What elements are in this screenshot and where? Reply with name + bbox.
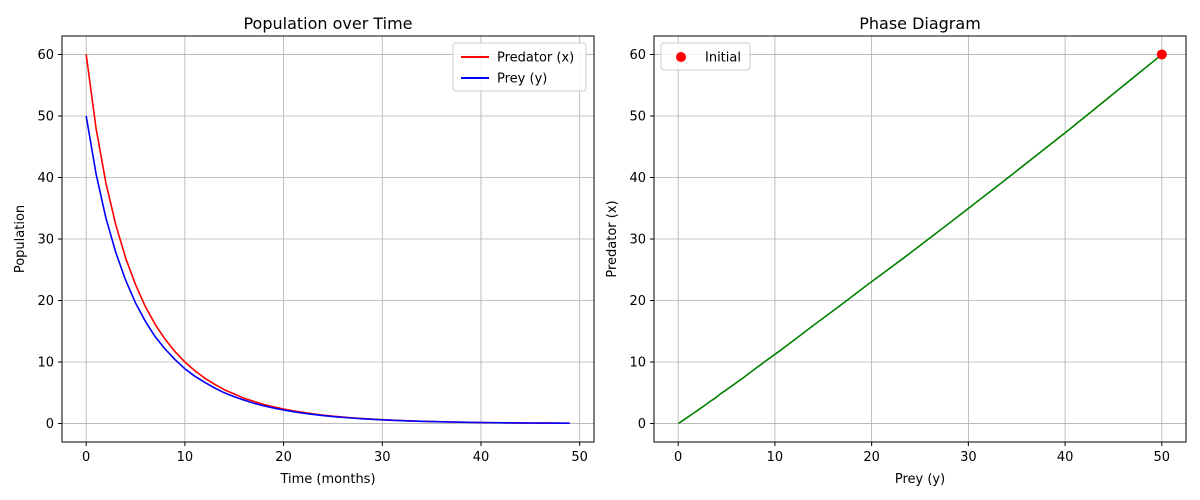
x-tick-label: 30 bbox=[960, 450, 977, 465]
x-tick-label: 20 bbox=[863, 450, 880, 465]
y-tick-label: 0 bbox=[638, 417, 646, 432]
phase-trajectory-line bbox=[677, 53, 1163, 424]
y-tick-label: 40 bbox=[37, 171, 54, 186]
legend: Predator (x) Prey (y) bbox=[452, 42, 587, 92]
x-tick-label: 40 bbox=[1057, 450, 1074, 465]
y-tick-label: 20 bbox=[37, 294, 54, 309]
x-tick-label: 20 bbox=[275, 450, 292, 465]
x-tick-label: 0 bbox=[82, 450, 90, 465]
y-tick-label: 50 bbox=[629, 109, 646, 124]
y-tick-label: 30 bbox=[629, 233, 646, 248]
y-tick-label: 50 bbox=[37, 109, 54, 124]
x-axis-label: Prey (y) bbox=[895, 472, 945, 487]
initial-point-marker bbox=[1156, 49, 1167, 60]
legend-label: Initial bbox=[705, 51, 741, 66]
x-tick-label: 30 bbox=[374, 450, 391, 465]
y-tick-label: 10 bbox=[37, 356, 54, 371]
x-tick-label: 0 bbox=[674, 450, 682, 465]
y-tick-label: 40 bbox=[629, 171, 646, 186]
legend-box bbox=[660, 42, 751, 71]
y-tick-label: 60 bbox=[37, 48, 54, 63]
chart-title: Population over Time bbox=[243, 14, 412, 33]
x-tick-label: 10 bbox=[767, 450, 784, 465]
legend: Initial bbox=[660, 42, 751, 71]
x-tick-label: 50 bbox=[1154, 450, 1171, 465]
y-tick-label: 20 bbox=[629, 294, 646, 309]
chart-population-over-time: 0 10 20 30 40 50 0 10 20 30 40 50 60 Population over … bbox=[13, 14, 595, 487]
series-line-prey-y bbox=[85, 115, 570, 425]
chart-title: Phase Diagram bbox=[859, 14, 981, 33]
y-tick-label: 0 bbox=[46, 417, 54, 432]
x-tick-label: 10 bbox=[177, 450, 194, 465]
y-tick-label: 10 bbox=[629, 356, 646, 371]
legend-label: Predator (x) bbox=[497, 51, 574, 66]
y-tick-label: 60 bbox=[629, 48, 646, 63]
y-tick-label: 30 bbox=[37, 233, 54, 248]
y-axis-label: Population bbox=[13, 205, 28, 273]
legend-label: Prey (y) bbox=[497, 72, 547, 87]
legend-marker-initial bbox=[676, 52, 686, 62]
x-tick-label: 40 bbox=[473, 450, 490, 465]
x-tick-label: 50 bbox=[571, 450, 588, 465]
chart-phase-diagram: 0 10 20 30 40 50 0 10 20 30 40 50 60 Phase Diagram Pre… bbox=[605, 14, 1187, 487]
y-axis-label: Predator (x) bbox=[605, 200, 620, 277]
x-axis-label: Time (months) bbox=[279, 472, 375, 487]
